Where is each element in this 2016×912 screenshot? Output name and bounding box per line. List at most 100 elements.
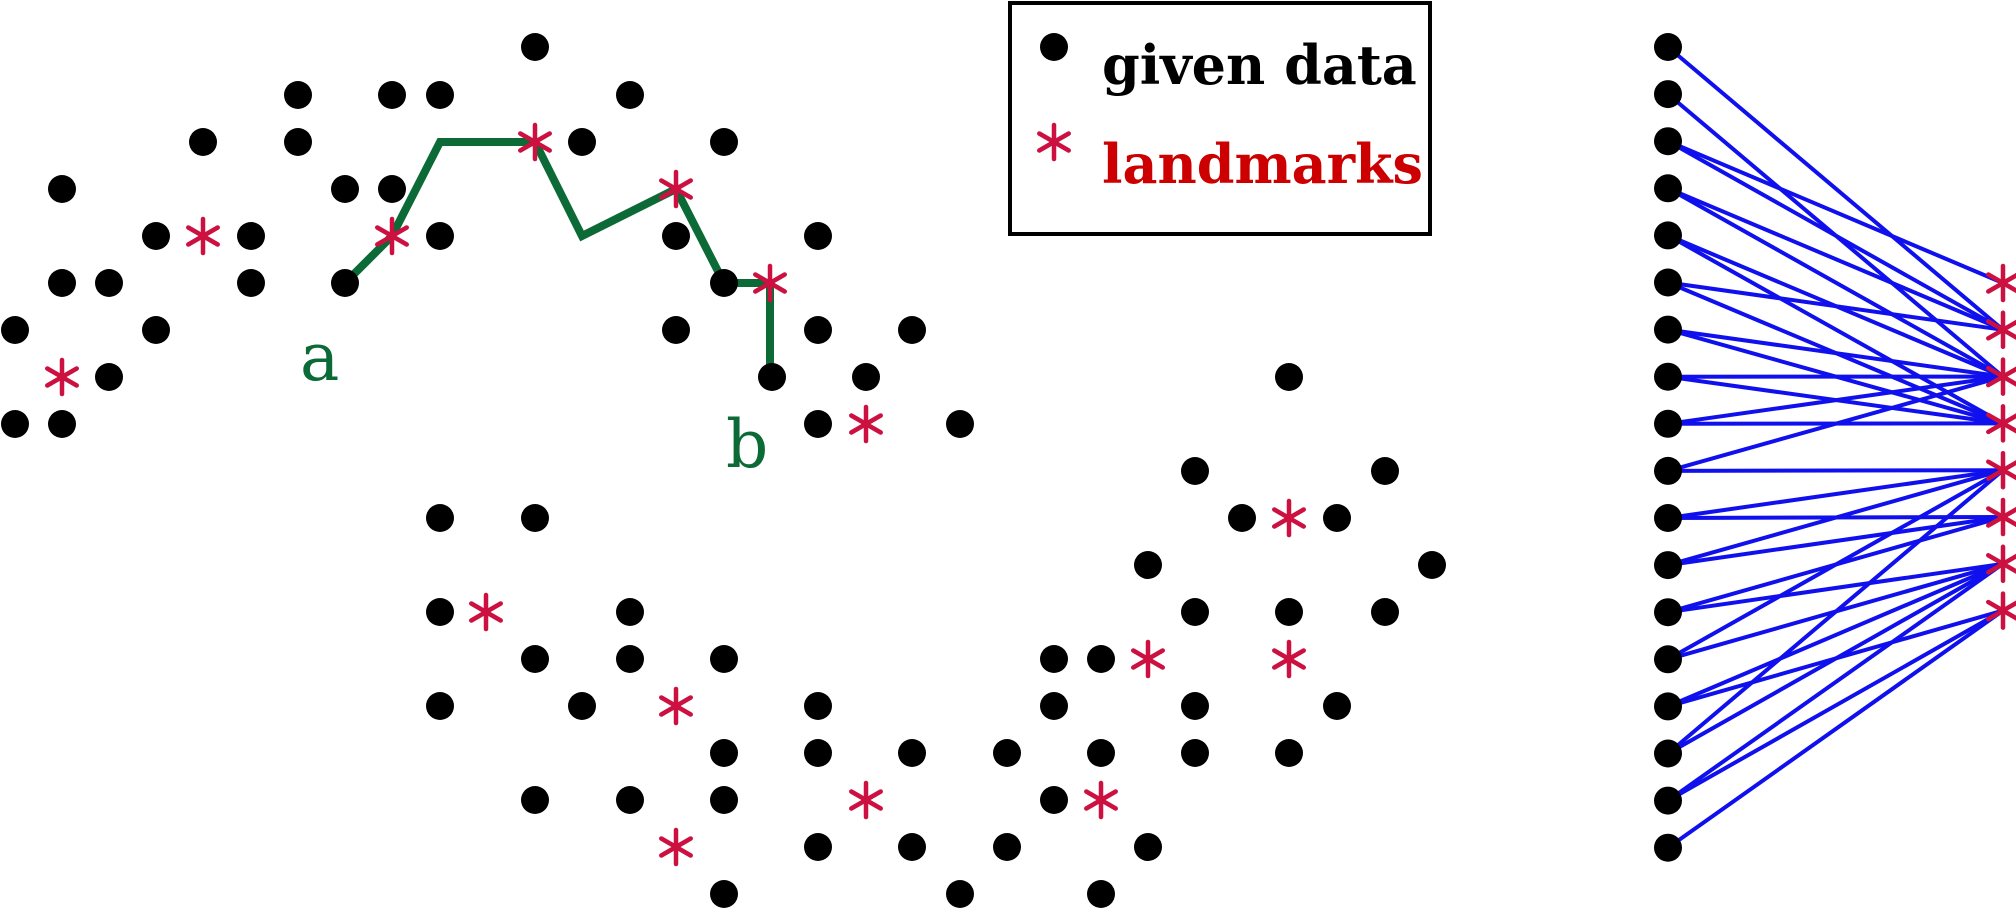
- landmark-point: [659, 827, 693, 867]
- data-point: [946, 880, 974, 908]
- data-point: [426, 504, 454, 532]
- landmark-point: [1084, 780, 1118, 820]
- bipartite-edge: [1666, 561, 2005, 709]
- data-point: [1181, 598, 1209, 626]
- landmark-point: [849, 404, 883, 444]
- data-point: [1181, 692, 1209, 720]
- data-point: [284, 128, 312, 156]
- data-point: [758, 363, 786, 391]
- bipartite-data-point: [1654, 645, 1682, 674]
- data-point: [568, 128, 596, 156]
- bipartite-landmark: [1986, 544, 2016, 584]
- data-point: [710, 739, 738, 767]
- bipartite-landmark: [1986, 450, 2016, 490]
- legend-landmark-marker: [1037, 122, 1071, 162]
- legend-star-glyph: [1037, 122, 1071, 162]
- landmark-point: [45, 357, 79, 397]
- landmark-stroke: [753, 272, 787, 294]
- data-point: [521, 33, 549, 61]
- data-point: [1371, 457, 1399, 485]
- data-point: [1, 410, 29, 438]
- data-point: [710, 128, 738, 156]
- data-point: [284, 81, 312, 109]
- data-point: [616, 786, 644, 814]
- data-point: [898, 833, 926, 861]
- data-point: [1134, 551, 1162, 579]
- bipartite-landmark: [1986, 263, 2016, 303]
- bipartite-data-point: [1654, 456, 1682, 485]
- landmark-stroke: [1986, 459, 2016, 481]
- geodesic-path-a-to-b: [342, 138, 774, 377]
- landmark-stroke: [1986, 506, 2016, 528]
- landmark-point: [1131, 639, 1165, 679]
- bipartite-edge: [1666, 468, 2005, 662]
- landmark-stroke: [1986, 365, 2016, 387]
- bipartite-edge: [1666, 280, 2005, 332]
- landmark-stroke: [1131, 648, 1165, 670]
- data-point: [898, 316, 926, 344]
- data-point: [1323, 504, 1351, 532]
- bipartite-edge: [1666, 468, 2005, 568]
- point-labels: a b: [300, 319, 768, 483]
- geodesic-path: [342, 138, 774, 377]
- landmark-stroke: [518, 131, 552, 153]
- landmark-stroke: [45, 366, 79, 388]
- bipartite-data-point: [1654, 80, 1682, 109]
- legend-label-given-data: given data: [1102, 33, 1417, 97]
- data-point: [521, 786, 549, 814]
- data-point: [1275, 739, 1303, 767]
- data-point: [804, 410, 832, 438]
- data-point: [1040, 786, 1068, 814]
- landmark-stroke: [186, 225, 220, 247]
- data-point: [898, 739, 926, 767]
- landmark-point: [186, 216, 220, 256]
- landmark-stroke: [1084, 789, 1118, 811]
- landmark-stroke: [659, 178, 693, 200]
- bipartite-landmark: [1986, 404, 2016, 443]
- data-point: [48, 269, 76, 297]
- data-point: [237, 269, 265, 297]
- landmark-stroke: [375, 225, 409, 247]
- data-point: [1181, 457, 1209, 485]
- data-point: [48, 175, 76, 203]
- data-point: [662, 222, 690, 250]
- data-point: [426, 692, 454, 720]
- data-point: [804, 692, 832, 720]
- data-point: [804, 739, 832, 767]
- bipartite-edge: [1666, 186, 2005, 379]
- data-point: [993, 739, 1021, 767]
- landmark-point: [753, 263, 787, 303]
- given-data-points: [1, 33, 1682, 908]
- bipartite-data-point: [1654, 692, 1682, 721]
- landmark-stroke: [1986, 319, 2016, 340]
- bipartite-edge: [1666, 374, 2005, 473]
- bipartite-data-point: [1654, 268, 1682, 297]
- legend: given data landmarks: [1008, 1, 1432, 236]
- data-point: [189, 128, 217, 156]
- data-point: [48, 410, 76, 438]
- bipartite-edge: [1666, 515, 2005, 568]
- data-point: [946, 410, 974, 438]
- bipartite-edge: [1666, 139, 2005, 285]
- legend-data-point-marker: [1040, 33, 1068, 61]
- data-point: [331, 175, 359, 203]
- landmark-point: [849, 780, 883, 820]
- bipartite-edge: [1666, 139, 2005, 332]
- landmark-stroke: [1986, 553, 2016, 574]
- data-point: [1087, 880, 1115, 908]
- bipartite-edge: [1666, 468, 2005, 520]
- data-point: [710, 645, 738, 673]
- landmark-stroke: [1272, 507, 1306, 529]
- landmark-stroke: [469, 601, 503, 623]
- bipartite-data-point: [1654, 786, 1682, 815]
- bipartite-landmark: [1986, 591, 2016, 630]
- data-point: [568, 692, 596, 720]
- data-point: [1040, 692, 1068, 720]
- data-point: [616, 645, 644, 673]
- data-point: [1275, 363, 1303, 391]
- landmark-stroke: [1037, 131, 1071, 153]
- point-label-b: b: [726, 406, 768, 483]
- data-point: [237, 222, 265, 250]
- data-point: [1087, 739, 1115, 767]
- data-point: [1323, 692, 1351, 720]
